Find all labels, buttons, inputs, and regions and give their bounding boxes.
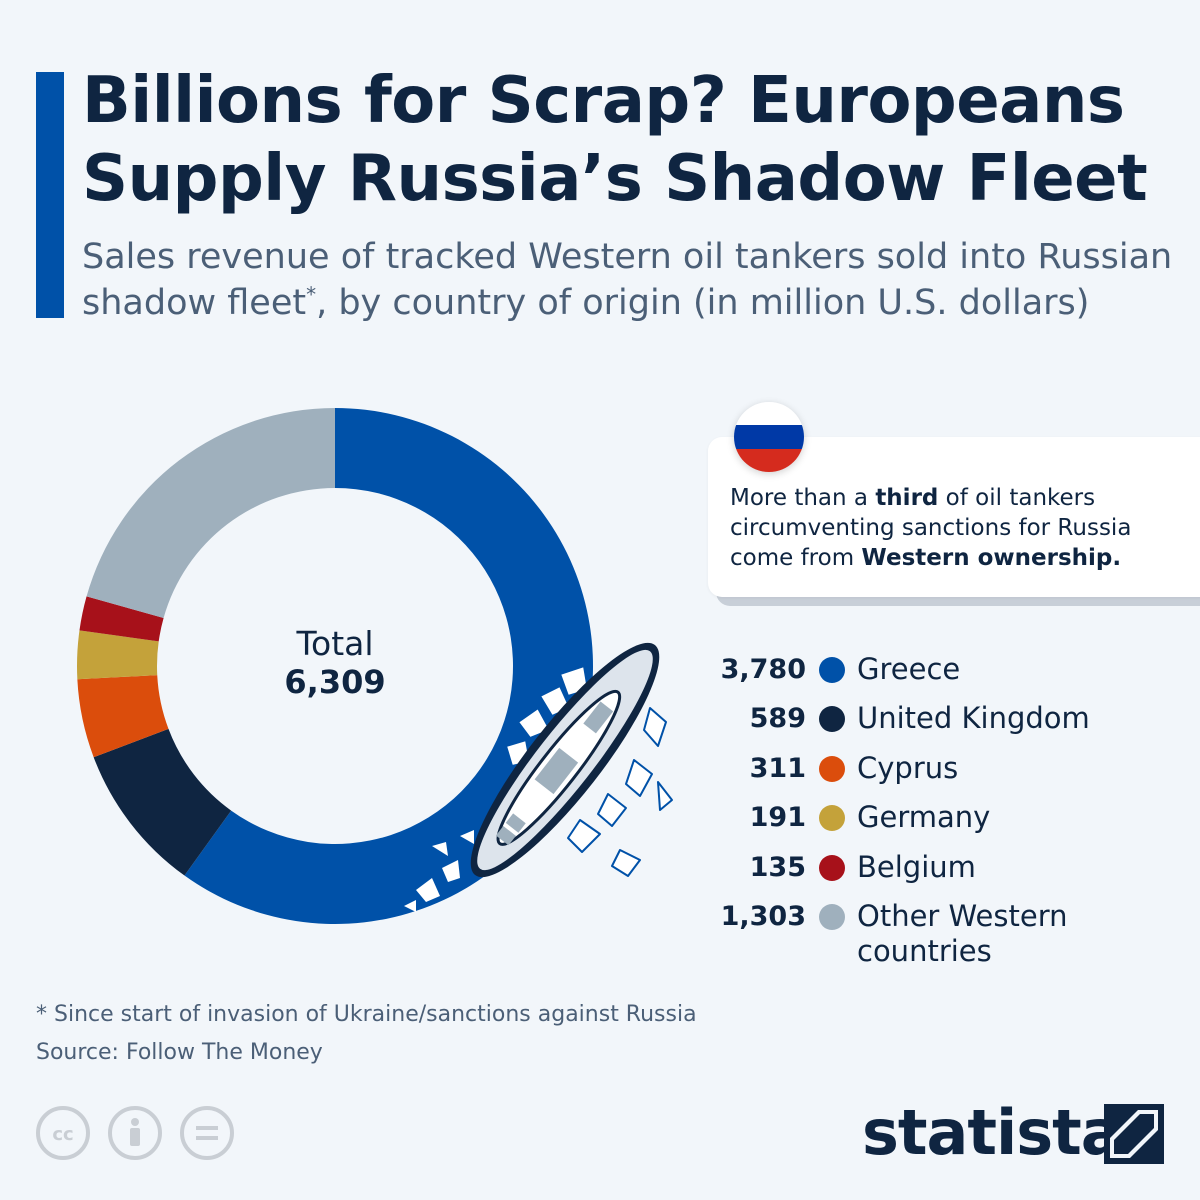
svg-text:cc: cc xyxy=(52,1124,73,1145)
donut-slice-germany xyxy=(76,630,159,680)
source-note: Source: Follow The Money xyxy=(36,1040,323,1065)
legend-label: Cyprus xyxy=(857,751,959,785)
flag-stripe-blue xyxy=(734,425,804,449)
legend-value: 3,780 xyxy=(720,654,806,685)
legend-label: Germany xyxy=(857,800,991,834)
donut-slices xyxy=(76,408,593,924)
legend-item-other-western-countries: 1,303 Other Western countries xyxy=(700,897,1180,968)
legend-label: Other Western countries xyxy=(857,899,1068,968)
legend-label: United Kingdom xyxy=(857,701,1090,735)
legend-value: 589 xyxy=(749,703,806,734)
legend-item-greece: 3,780 Greece xyxy=(700,650,1180,690)
info-text: More than a third of oil tankers circumv… xyxy=(730,485,1132,571)
legend-value: 135 xyxy=(749,852,806,883)
donut-slice-cyprus xyxy=(77,675,169,758)
donut-center-total: Total 6,309 xyxy=(205,624,465,702)
flag-stripe-white xyxy=(734,402,804,426)
donut-slice-other-western-countries xyxy=(86,408,335,618)
tanker-ship-illustration xyxy=(404,642,673,912)
legend-swatch xyxy=(819,855,845,881)
legend-item-cyprus: 311 Cyprus xyxy=(700,749,1180,789)
legend-value: 191 xyxy=(749,802,806,833)
legend-swatch xyxy=(819,657,845,683)
legend-label: Belgium xyxy=(857,850,976,884)
donut-slice-greece xyxy=(184,408,593,924)
footnote: * Since start of invasion of Ukraine/san… xyxy=(36,1002,697,1027)
legend-swatch xyxy=(819,756,845,782)
total-value: 6,309 xyxy=(284,663,386,701)
legend-item-germany: 191 Germany xyxy=(700,798,1180,838)
legend-label: Greece xyxy=(857,652,961,686)
no-derivatives-icon[interactable] xyxy=(180,1106,234,1160)
chart-subtitle: Sales revenue of tracked Western oil tan… xyxy=(82,237,1173,323)
legend-value: 311 xyxy=(749,753,806,784)
total-label: Total xyxy=(296,624,374,663)
donut-slice-belgium xyxy=(79,596,164,642)
legend-item-belgium: 135 Belgium xyxy=(700,848,1180,888)
legend-swatch xyxy=(819,805,845,831)
legend-value: 1,303 xyxy=(720,901,806,932)
statista-logo-icon xyxy=(1104,1104,1164,1164)
legend-swatch xyxy=(819,706,845,732)
donut-slice-united-kingdom xyxy=(93,728,232,876)
russia-flag-icon xyxy=(734,402,804,472)
donut-chart xyxy=(76,408,673,924)
cc-icon[interactable]: cc xyxy=(36,1106,90,1160)
flag-stripe-red xyxy=(734,448,804,472)
accent-bar xyxy=(36,72,64,318)
legend-item-united-kingdom: 589 United Kingdom xyxy=(700,699,1180,739)
legend-swatch xyxy=(819,904,845,930)
chart-title: Billions for Scrap? Europeans Supply Rus… xyxy=(82,64,1148,216)
attribution-icon[interactable] xyxy=(108,1106,162,1160)
statista-logo-text[interactable]: statista xyxy=(862,1096,1123,1169)
